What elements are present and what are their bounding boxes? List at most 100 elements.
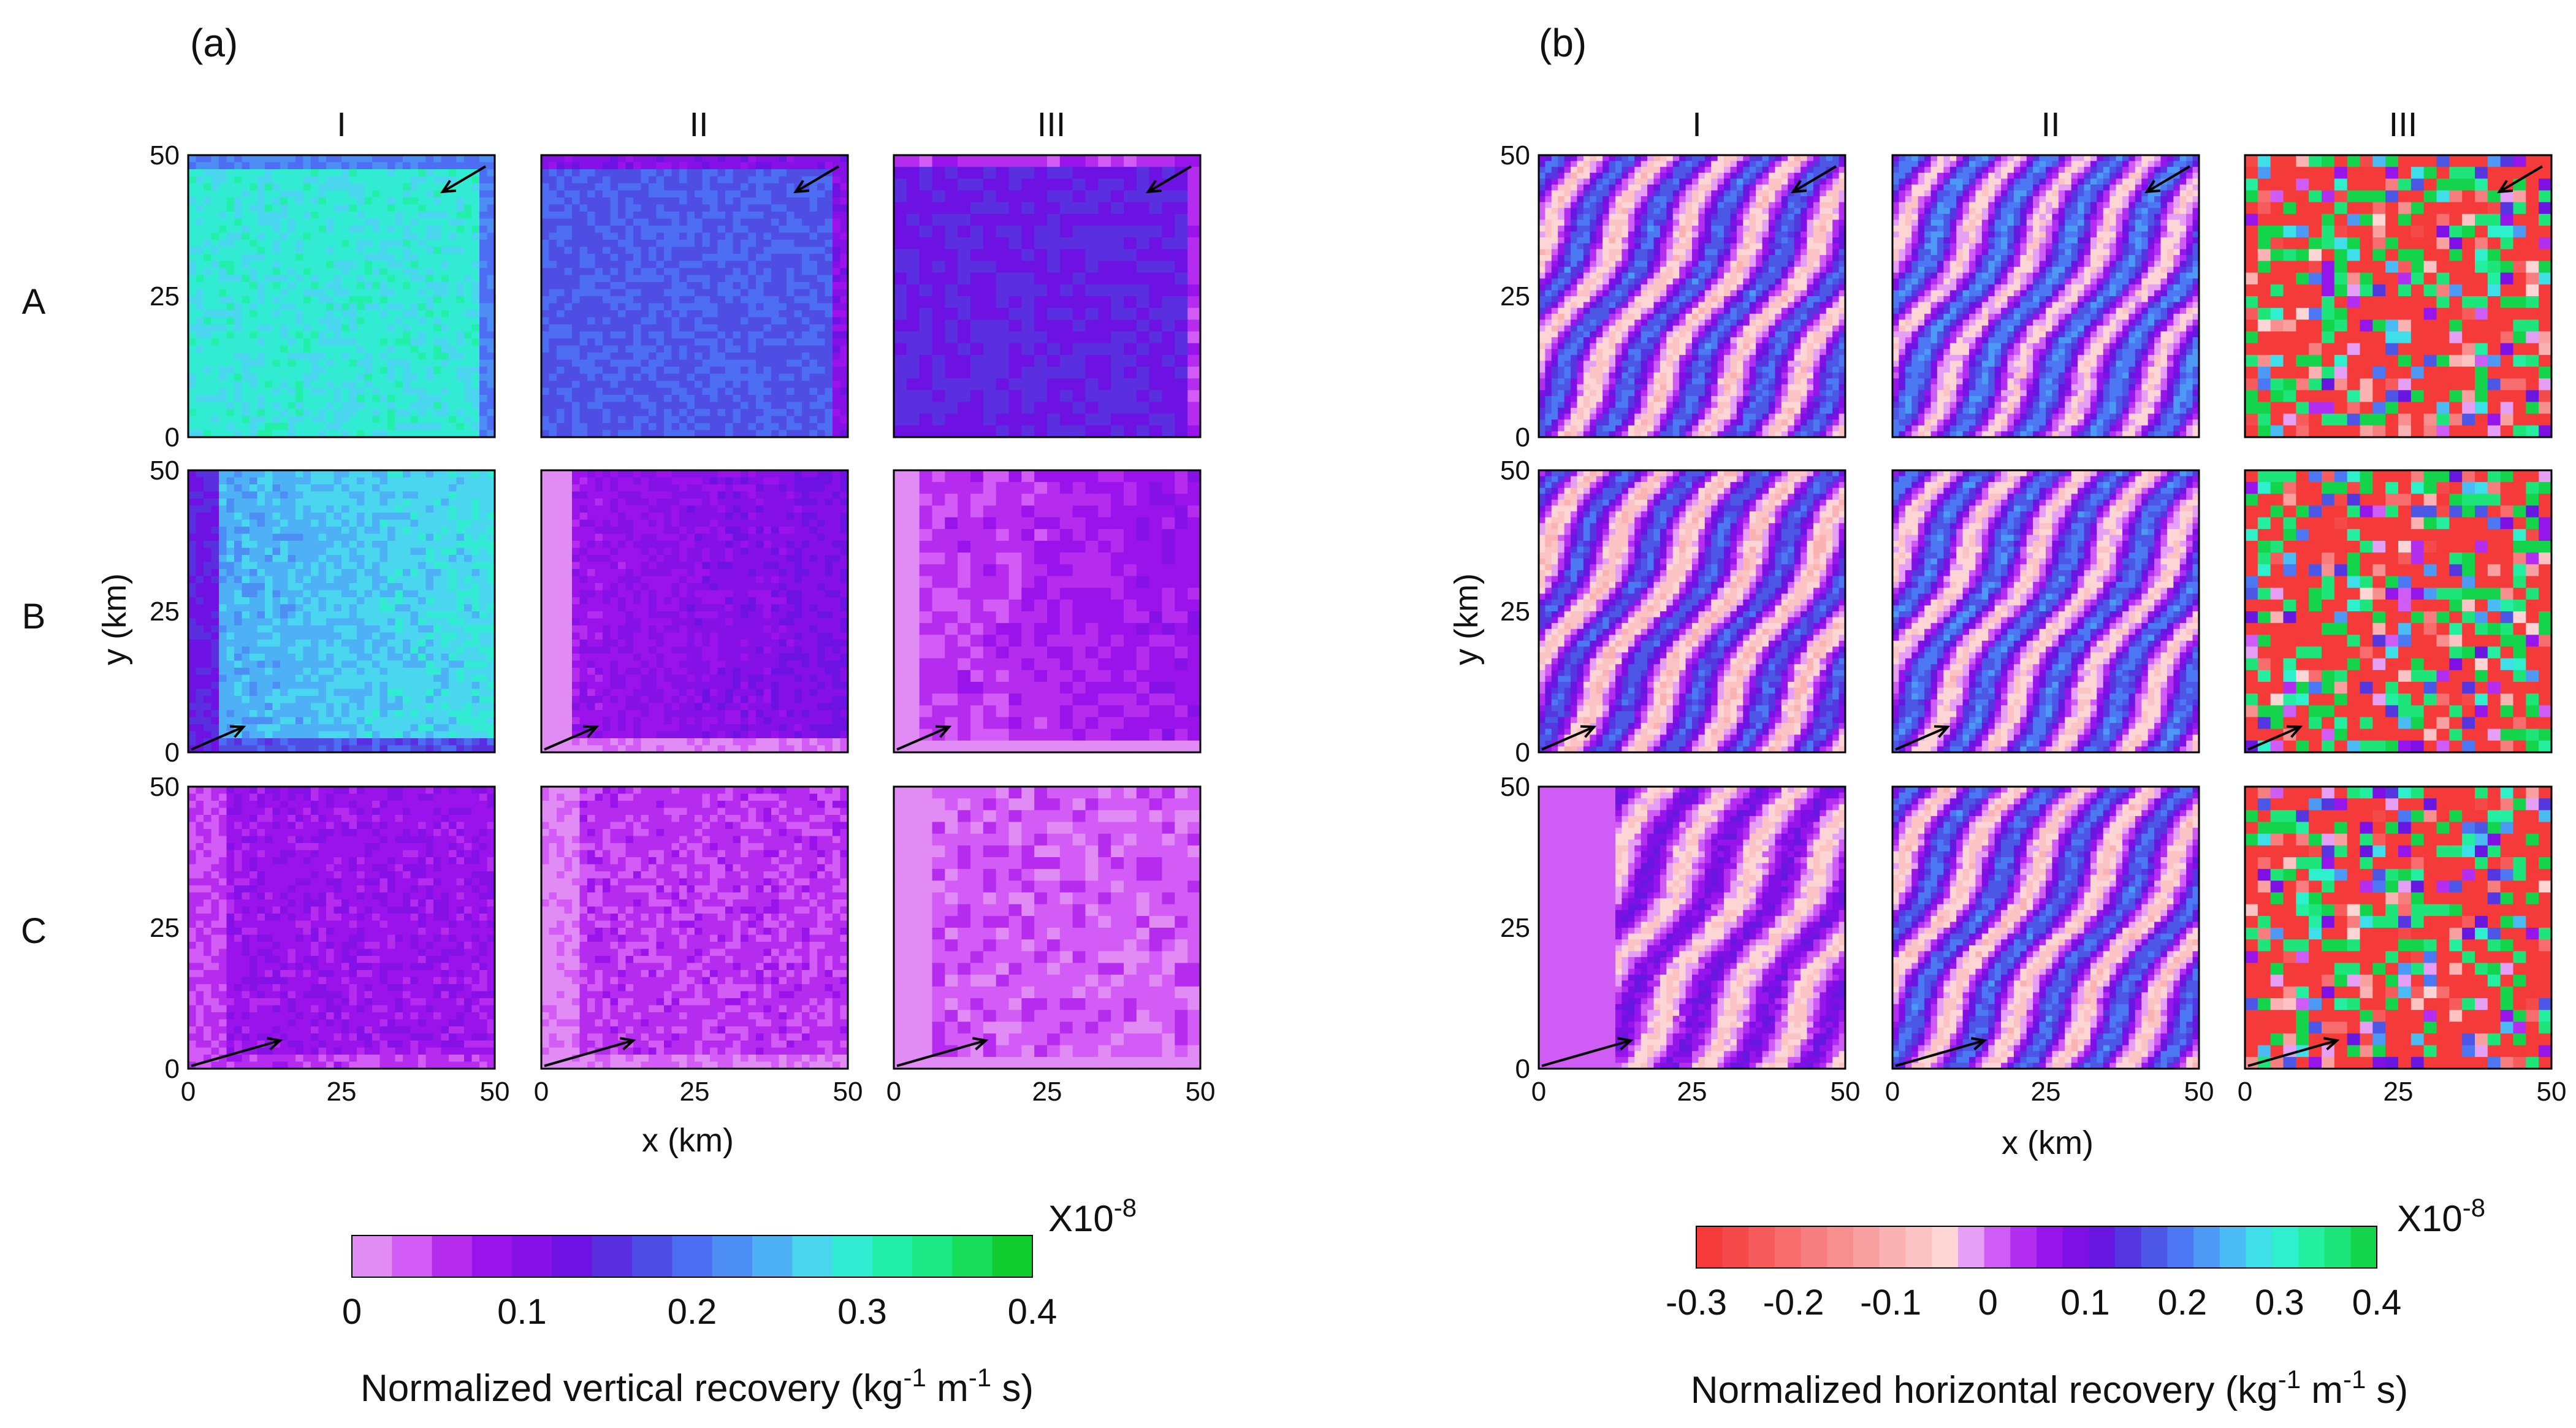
heatmap-cell (403, 395, 411, 402)
heatmap-cell (387, 318, 395, 325)
heatmap-cell (357, 296, 365, 304)
heatmap-cell (311, 282, 319, 289)
heatmap-cell (280, 191, 288, 198)
heatmap-cell (288, 205, 296, 212)
heatmap-cell (211, 169, 219, 177)
heatmap-cell (403, 416, 411, 424)
heatmap-cell (595, 183, 603, 191)
heatmap-cell (479, 353, 487, 360)
heatmap-cell (349, 324, 357, 332)
heatmap-cell (311, 240, 319, 247)
heatmap-cell (357, 261, 365, 269)
heatmap-cell (449, 268, 457, 275)
heatmap-cell (227, 416, 235, 424)
heatmap-cell (257, 275, 265, 283)
heatmap-cell (242, 282, 250, 289)
heatmap-cell (441, 388, 449, 395)
heatmap-cell (319, 324, 327, 332)
heatmap-cell (426, 374, 434, 381)
heatmap-cell (311, 381, 319, 388)
heatmap-cell (403, 219, 411, 226)
heatmap-cell (457, 226, 465, 233)
heatmap-cell (341, 296, 349, 304)
heatmap-cell (295, 275, 303, 283)
heatmap-cell (618, 191, 626, 198)
heatmap-cell (341, 219, 349, 226)
heatmap-cell (395, 268, 403, 275)
heatmap-cell (211, 346, 219, 353)
heatmap-cell (595, 191, 603, 198)
heatmap-cell (380, 346, 388, 353)
heatmap-cell (603, 226, 611, 233)
heatmap-cell (464, 197, 472, 205)
heatmap-cell (303, 374, 311, 381)
heatmap-cell (319, 233, 327, 240)
heatmap-cell (411, 296, 419, 304)
row-C-label: C (21, 911, 47, 951)
heatmap-cell (341, 183, 349, 191)
heatmap-cell (204, 205, 211, 212)
heatmap-cell (288, 289, 296, 297)
heatmap-cell (227, 162, 235, 170)
heatmap-cell (449, 219, 457, 226)
heatmap-cell (557, 346, 565, 353)
heatmap-cell (234, 395, 242, 402)
heatmap-cell (204, 402, 211, 410)
heatmap-cell (433, 197, 441, 205)
heatmap-cell (334, 268, 342, 275)
heatmap-cell (357, 162, 365, 170)
heatmap-cell (265, 275, 273, 283)
heatmap-cell (587, 346, 595, 353)
heatmap-cell (334, 395, 342, 402)
heatmap-cell (227, 177, 235, 184)
heatmap-cell (365, 395, 373, 402)
heatmap-cell (449, 318, 457, 325)
heatmap-cell (334, 240, 342, 247)
heatmap-cell (219, 247, 227, 254)
heatmap-cell (387, 212, 395, 219)
heatmap-cell (611, 162, 619, 170)
heatmap-cell (211, 219, 219, 226)
heatmap-cell (580, 268, 588, 275)
heatmap-cell (449, 282, 457, 289)
heatmap-cell (387, 423, 395, 430)
heatmap-cell (479, 338, 487, 346)
heatmap-cell (595, 247, 603, 254)
heatmap-cell (426, 183, 434, 191)
heatmap-cell (426, 177, 434, 184)
heatmap-cell (227, 212, 235, 219)
heatmap-cell (595, 409, 603, 416)
heatmap-cell (565, 254, 573, 261)
heatmap-cell (433, 205, 441, 212)
heatmap-cell (418, 296, 426, 304)
heatmap-cell (219, 240, 227, 247)
heatmap-cell (426, 402, 434, 410)
heatmap-cell (273, 367, 281, 374)
heatmap-cell (572, 318, 580, 325)
heatmap-cell (595, 296, 603, 304)
heatmap-cell (557, 381, 565, 388)
heatmap-cell (242, 219, 250, 226)
heatmap-cell (265, 409, 273, 416)
heatmap-cell (303, 395, 311, 402)
heatmap-cell (557, 268, 565, 275)
heatmap-cell (395, 282, 403, 289)
heatmap-cell (411, 332, 419, 339)
heatmap-cell (265, 219, 273, 226)
heatmap-cell (196, 205, 204, 212)
heatmap-cell (580, 219, 588, 226)
heatmap-cell (618, 296, 626, 304)
heatmap-cell (611, 254, 619, 261)
heatmap-cell (557, 247, 565, 254)
heatmap-cell (549, 183, 557, 191)
heatmap-cell (257, 261, 265, 269)
heatmap-cell (618, 289, 626, 297)
heatmap-cell (611, 233, 619, 240)
heatmap-cell (227, 240, 235, 247)
heatmap-cell (204, 304, 211, 311)
heatmap-cell (227, 155, 235, 162)
heatmap-cell (549, 268, 557, 275)
heatmap-cell (295, 197, 303, 205)
heatmap-cell (365, 247, 373, 254)
heatmap-cell (341, 409, 349, 416)
